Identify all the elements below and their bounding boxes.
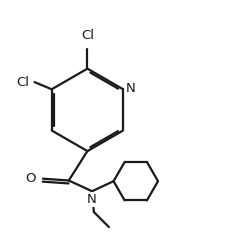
Text: Cl: Cl — [16, 76, 29, 89]
Text: O: O — [25, 172, 36, 185]
Text: N: N — [126, 82, 135, 95]
Text: Cl: Cl — [81, 29, 94, 43]
Text: N: N — [87, 193, 97, 206]
